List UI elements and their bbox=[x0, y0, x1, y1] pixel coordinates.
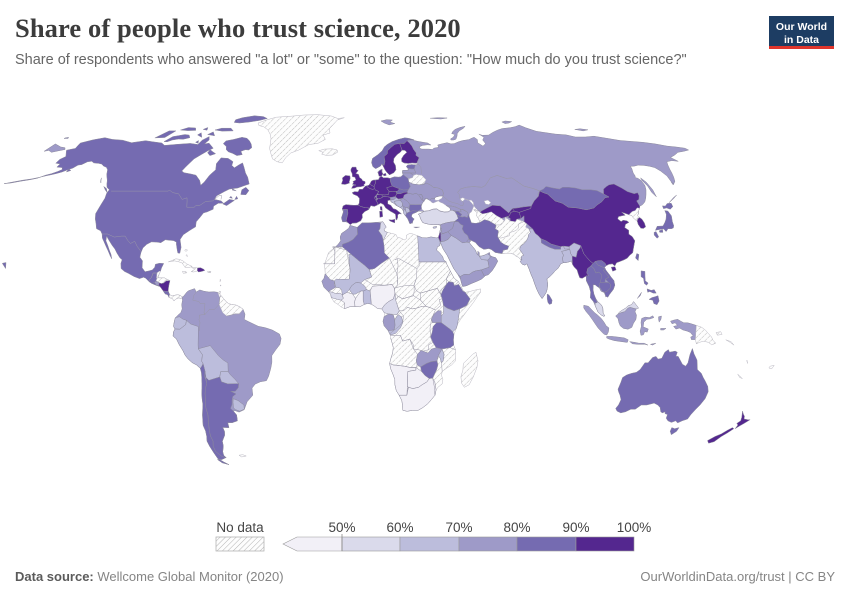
svg-text:80%: 80% bbox=[503, 520, 530, 535]
svg-text:50%: 50% bbox=[328, 520, 355, 535]
svg-text:No data: No data bbox=[216, 520, 264, 535]
svg-text:100%: 100% bbox=[617, 520, 652, 535]
svg-text:70%: 70% bbox=[445, 520, 472, 535]
svg-text:60%: 60% bbox=[386, 520, 413, 535]
svg-text:90%: 90% bbox=[562, 520, 589, 535]
